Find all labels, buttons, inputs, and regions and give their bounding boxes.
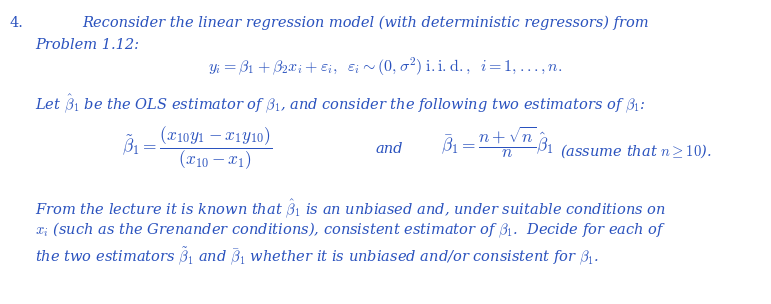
Text: Problem 1.12:: Problem 1.12: [35, 38, 139, 52]
Text: the two estimators $\tilde{\beta}_1$ and $\bar{\beta}_1$ whether it is unbiased : the two estimators $\tilde{\beta}_1$ and… [35, 246, 599, 268]
Text: $x_i$ (such as the Grenander conditions), consistent estimator of $\beta_1$.  De: $x_i$ (such as the Grenander conditions)… [35, 221, 666, 240]
Text: Let $\hat{\beta}_1$ be the OLS estimator of $\beta_1$, and consider the followin: Let $\hat{\beta}_1$ be the OLS estimator… [35, 92, 645, 115]
Text: (assume that $n \geq 10$).: (assume that $n \geq 10$). [560, 142, 712, 160]
Text: $\bar{\beta}_1 = \dfrac{n + \sqrt{n}}{n}\hat{\beta}_1$: $\bar{\beta}_1 = \dfrac{n + \sqrt{n}}{n}… [441, 125, 554, 161]
Text: $\tilde{\beta}_1 = \dfrac{(x_{10}y_1 - x_1 y_{10})}{(x_{10} - x_1)}$: $\tilde{\beta}_1 = \dfrac{(x_{10}y_1 - x… [122, 125, 271, 172]
Text: $y_i = \beta_1 + \beta_2 x_i + \varepsilon_i, \;\; \varepsilon_i \sim (0, \sigma: $y_i = \beta_1 + \beta_2 x_i + \varepsil… [208, 56, 563, 78]
Text: From the lecture it is known that $\hat{\beta}_1$ is an unbiased and, under suit: From the lecture it is known that $\hat{… [35, 197, 666, 220]
Text: 4.: 4. [10, 16, 24, 30]
Text: and: and [375, 142, 403, 156]
Text: Reconsider the linear regression model (with deterministic regressors) from: Reconsider the linear regression model (… [82, 16, 648, 30]
